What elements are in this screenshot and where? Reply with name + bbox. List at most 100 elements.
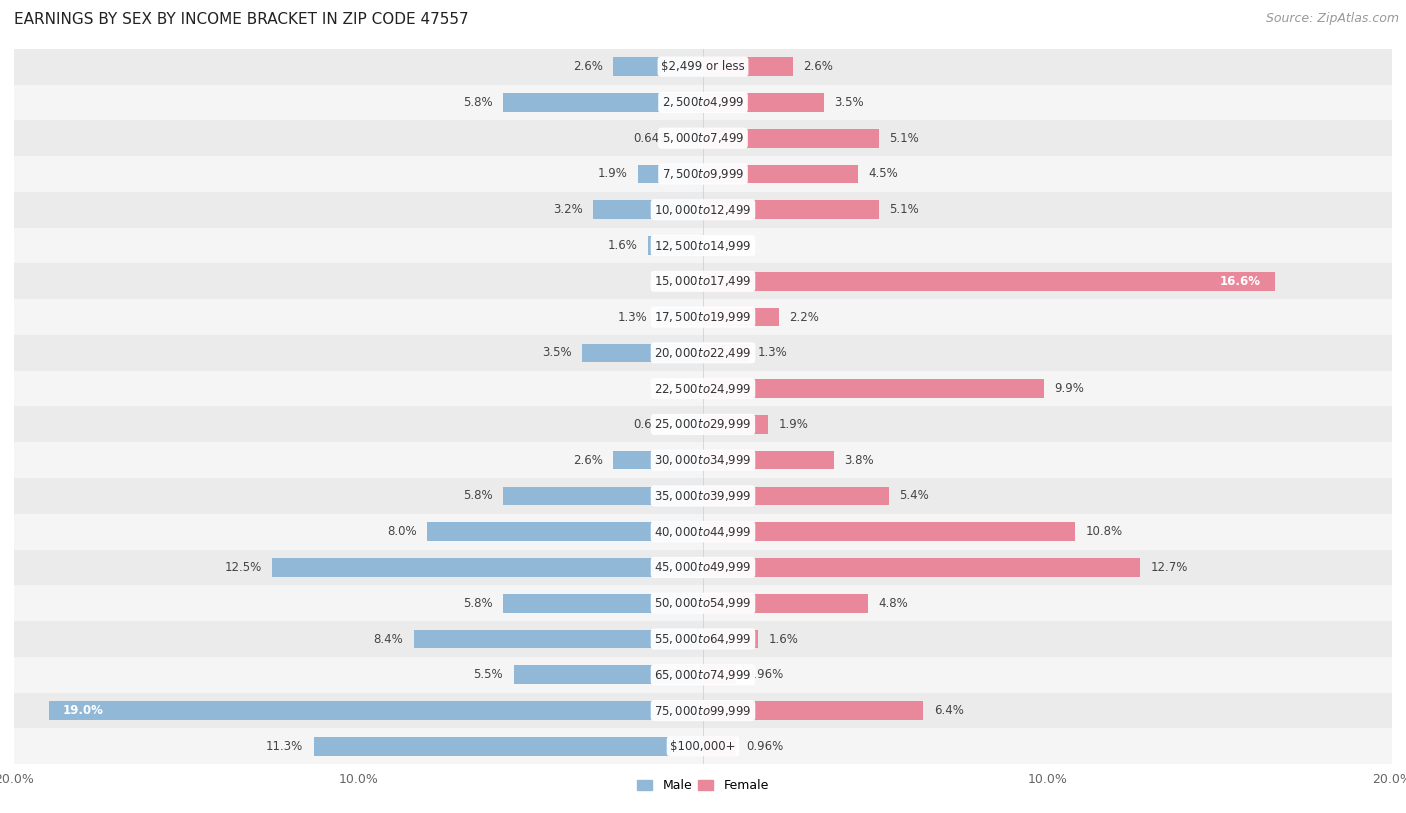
Bar (14, 299, 1392, 335)
Text: 5.4%: 5.4% (900, 489, 929, 502)
Text: $35,000 to $39,999: $35,000 to $39,999 (654, 489, 752, 503)
Bar (14, 657, 1392, 693)
Text: Source: ZipAtlas.com: Source: ZipAtlas.com (1265, 12, 1399, 25)
Bar (703, 666, 737, 684)
Text: 0.96%: 0.96% (747, 668, 783, 681)
Text: 5.1%: 5.1% (889, 132, 918, 145)
Bar (513, 666, 703, 684)
Text: 0.0%: 0.0% (664, 275, 693, 288)
Text: $45,000 to $49,999: $45,000 to $49,999 (654, 560, 752, 575)
Text: $30,000 to $34,999: $30,000 to $34,999 (654, 453, 752, 467)
Text: $55,000 to $64,999: $55,000 to $64,999 (654, 632, 752, 646)
Bar (14, 693, 1392, 728)
Text: 0.0%: 0.0% (713, 239, 742, 252)
Text: $65,000 to $74,999: $65,000 to $74,999 (654, 667, 752, 682)
Text: 9.9%: 9.9% (1054, 382, 1084, 395)
Bar (582, 344, 703, 362)
Text: 2.6%: 2.6% (803, 60, 832, 73)
Text: 8.4%: 8.4% (374, 633, 404, 646)
Text: $15,000 to $17,499: $15,000 to $17,499 (654, 274, 752, 289)
Bar (14, 85, 1392, 120)
Text: 1.3%: 1.3% (619, 311, 648, 324)
Text: $2,500 to $4,999: $2,500 to $4,999 (662, 95, 744, 110)
Bar (503, 594, 703, 612)
Bar (503, 487, 703, 505)
Text: 0.64%: 0.64% (633, 132, 671, 145)
Text: 5.8%: 5.8% (463, 597, 494, 610)
Bar (14, 550, 1392, 585)
Text: 12.7%: 12.7% (1152, 561, 1188, 574)
Text: $40,000 to $44,999: $40,000 to $44,999 (654, 524, 752, 539)
Bar (14, 728, 1392, 764)
Bar (703, 523, 1076, 541)
Text: $12,500 to $14,999: $12,500 to $14,999 (654, 238, 752, 253)
Bar (703, 129, 879, 147)
Text: $25,000 to $29,999: $25,000 to $29,999 (654, 417, 752, 432)
Text: 0.64%: 0.64% (633, 418, 671, 431)
Text: 1.9%: 1.9% (598, 167, 627, 180)
Bar (427, 523, 703, 541)
Bar (14, 371, 1392, 406)
Text: 3.5%: 3.5% (543, 346, 572, 359)
Text: 0.0%: 0.0% (664, 382, 693, 395)
Bar (314, 737, 703, 755)
Bar (273, 559, 703, 576)
Bar (703, 344, 748, 362)
Bar (703, 451, 834, 469)
Legend: Male, Female: Male, Female (633, 774, 773, 798)
Bar (14, 585, 1392, 621)
Text: 6.4%: 6.4% (934, 704, 963, 717)
Bar (503, 93, 703, 111)
Bar (703, 737, 737, 755)
Bar (14, 263, 1392, 299)
Text: 1.6%: 1.6% (769, 633, 799, 646)
Text: 12.5%: 12.5% (225, 561, 262, 574)
Text: $5,000 to $7,499: $5,000 to $7,499 (662, 131, 744, 146)
Text: 1.6%: 1.6% (607, 239, 637, 252)
Text: 5.8%: 5.8% (463, 489, 494, 502)
Text: 5.8%: 5.8% (463, 96, 494, 109)
Bar (48, 702, 703, 720)
Text: 1.9%: 1.9% (779, 418, 808, 431)
Text: $10,000 to $12,499: $10,000 to $12,499 (654, 202, 752, 217)
Text: 2.2%: 2.2% (789, 311, 818, 324)
Bar (14, 514, 1392, 550)
Text: 3.8%: 3.8% (844, 454, 875, 467)
Bar (648, 237, 703, 254)
Bar (703, 308, 779, 326)
Bar (14, 120, 1392, 156)
Text: 5.5%: 5.5% (474, 668, 503, 681)
Bar (703, 272, 1275, 290)
Bar (613, 58, 703, 76)
Text: 11.3%: 11.3% (266, 740, 304, 753)
Text: $17,500 to $19,999: $17,500 to $19,999 (654, 310, 752, 324)
Text: 5.1%: 5.1% (889, 203, 918, 216)
Bar (14, 621, 1392, 657)
Bar (14, 49, 1392, 85)
Bar (593, 201, 703, 219)
Text: $20,000 to $22,499: $20,000 to $22,499 (654, 346, 752, 360)
Text: 2.6%: 2.6% (574, 454, 603, 467)
Text: 1.3%: 1.3% (758, 346, 787, 359)
Bar (681, 415, 703, 433)
Text: $100,000+: $100,000+ (671, 740, 735, 753)
Bar (14, 192, 1392, 228)
Bar (14, 478, 1392, 514)
Text: 2.6%: 2.6% (574, 60, 603, 73)
Bar (703, 93, 824, 111)
Text: $50,000 to $54,999: $50,000 to $54,999 (654, 596, 752, 611)
Text: $2,499 or less: $2,499 or less (661, 60, 745, 73)
Text: 16.6%: 16.6% (1220, 275, 1261, 288)
Bar (14, 156, 1392, 192)
Text: 19.0%: 19.0% (62, 704, 103, 717)
Bar (613, 451, 703, 469)
Bar (703, 380, 1045, 398)
Text: 4.8%: 4.8% (879, 597, 908, 610)
Bar (681, 129, 703, 147)
Text: $22,500 to $24,999: $22,500 to $24,999 (654, 381, 752, 396)
Bar (658, 308, 703, 326)
Text: 8.0%: 8.0% (388, 525, 418, 538)
Bar (413, 630, 703, 648)
Bar (703, 630, 758, 648)
Text: 10.8%: 10.8% (1085, 525, 1122, 538)
